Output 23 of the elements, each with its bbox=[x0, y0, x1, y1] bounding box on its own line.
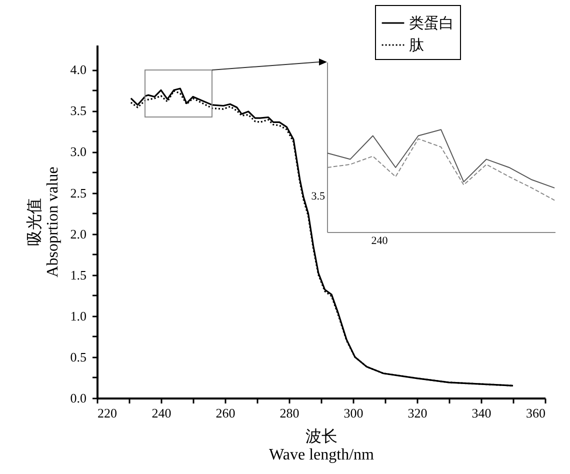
x-tick-label: 340 bbox=[472, 406, 492, 420]
x-tick-label: 240 bbox=[152, 406, 172, 420]
y-tick-label: 0.5 bbox=[70, 349, 86, 364]
y-tick-label: 3.5 bbox=[70, 103, 86, 118]
y-tick-label: 0.0 bbox=[70, 390, 86, 406]
x-tick-label: 300 bbox=[344, 406, 364, 420]
x-axis-title: 波长 Wave length/nm bbox=[269, 428, 375, 464]
x-tick-label: 280 bbox=[280, 406, 300, 420]
legend-label: 肽 bbox=[409, 37, 424, 54]
annotation: 3.5 bbox=[311, 190, 326, 202]
x-tick-label: 360 bbox=[526, 406, 546, 420]
x-tick-label: 220 bbox=[98, 406, 117, 420]
y-axis-title: 吸光值 Absoprtion value bbox=[25, 166, 62, 278]
y-tick-label: 1.0 bbox=[70, 308, 86, 324]
y-tick-label: 2.0 bbox=[70, 226, 86, 242]
y-tick-label: 4.0 bbox=[70, 62, 86, 78]
annotation: 240 bbox=[371, 235, 388, 247]
y-tick-label: 1.5 bbox=[70, 267, 86, 282]
y-tick-label: 3.0 bbox=[70, 144, 86, 160]
x-tick-label: 320 bbox=[408, 406, 428, 420]
x-tick-label: 260 bbox=[216, 406, 236, 420]
y-tick-label: 2.5 bbox=[70, 185, 86, 200]
legend-label: 类蛋白 bbox=[409, 15, 454, 32]
